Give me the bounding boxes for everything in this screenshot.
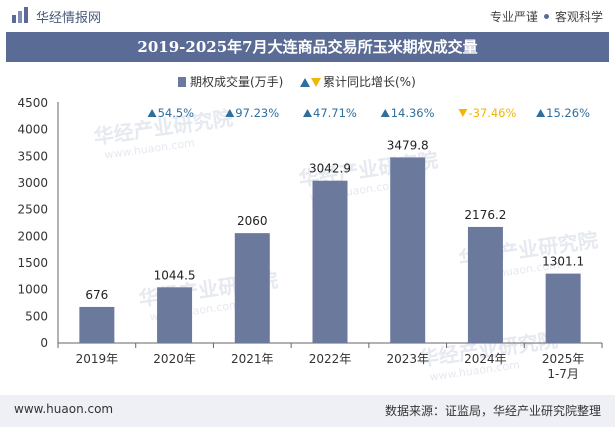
data-label: 2060 — [237, 214, 268, 228]
y-tick-label: 3000 — [17, 176, 48, 190]
x-tick-label: 2022年 — [309, 352, 352, 366]
y-tick-label: 0 — [40, 336, 48, 350]
data-label: 1301.1 — [542, 255, 584, 269]
footer: www.huaon.com 数据来源：证监局，华经产业研究院整理 — [0, 395, 615, 427]
chart-title: 2019-2025年7月大连商品交易所玉米期权成交量 — [6, 32, 609, 62]
growth-up-icon — [536, 109, 546, 117]
growth-down-icon — [458, 109, 468, 117]
legend-down-icon — [311, 78, 321, 87]
growth-label: 54.5% — [158, 106, 195, 120]
legend-growth: 累计同比增长(%) — [323, 75, 416, 89]
y-tick-label: 500 — [25, 309, 48, 323]
top-bar: 华经情报网 专业严谨 客观科学 — [0, 0, 615, 30]
legend-volume: 期权成交量(万手) — [190, 74, 283, 89]
x-tick-label: 2020年 — [153, 352, 196, 366]
bar — [390, 157, 426, 343]
y-tick-label: 3500 — [17, 149, 48, 163]
growth-up-icon — [380, 109, 390, 117]
data-label: 1044.5 — [154, 268, 196, 282]
slogan-dot — [543, 14, 549, 19]
bar — [467, 226, 503, 343]
slogan: 专业严谨 客观科学 — [490, 8, 603, 25]
footer-url[interactable]: www.huaon.com — [14, 402, 114, 416]
data-label: 676 — [85, 288, 108, 302]
growth-label: 97.23% — [235, 106, 279, 120]
logo-icon — [12, 7, 28, 23]
growth-up-icon — [147, 109, 157, 117]
x-tick-label: 2025年 — [542, 352, 585, 366]
footer-source: 数据来源：证监局，华经产业研究院整理 — [384, 404, 601, 418]
bar — [234, 233, 270, 343]
growth-label: 47.71% — [313, 106, 357, 120]
y-tick-label: 4000 — [17, 123, 48, 137]
bar — [79, 306, 115, 343]
x-tick-label: 2021年 — [231, 352, 274, 366]
slogan-right: 客观科学 — [554, 10, 603, 24]
growth-up-icon — [303, 109, 312, 117]
data-label: 3479.8 — [387, 138, 429, 152]
x-tick-label: 2024年 — [464, 352, 507, 366]
data-label: 3042.9 — [309, 162, 351, 176]
x-tick-label: 2019年 — [76, 352, 119, 366]
y-tick-label: 4500 — [17, 96, 48, 110]
legend-bar-swatch — [178, 77, 186, 87]
bar — [157, 287, 193, 343]
slogan-left: 专业严谨 — [489, 10, 538, 24]
y-tick-label: 1500 — [17, 256, 48, 270]
data-label: 2176.2 — [464, 208, 506, 222]
y-tick-label: 2500 — [17, 203, 48, 217]
growth-label: 14.36% — [391, 106, 435, 120]
bar — [312, 180, 348, 343]
growth-up-icon — [225, 109, 235, 117]
bar — [545, 273, 581, 343]
legend-up-icon — [300, 78, 310, 87]
y-tick-label: 2000 — [17, 229, 48, 243]
x-tick-label: 2023年 — [386, 352, 429, 366]
brand-name: 华经情报网 — [36, 11, 102, 26]
x-tick-label: 1-7月 — [547, 367, 579, 381]
growth-label: 15.26% — [546, 106, 590, 120]
y-tick-label: 1000 — [17, 283, 48, 297]
growth-label: -37.46% — [468, 106, 516, 120]
